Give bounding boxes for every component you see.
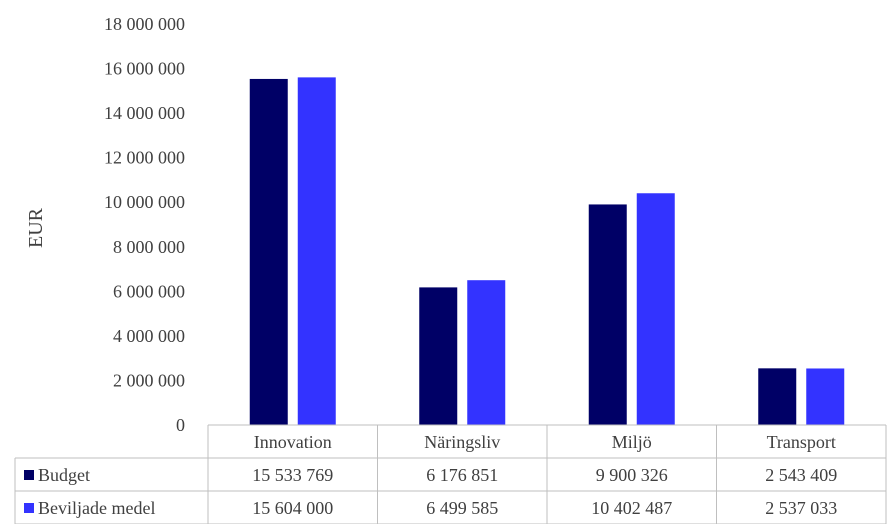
category-label: Innovation [254,432,332,452]
y-tick-label: 14 000 000 [104,103,185,123]
y-tick-label: 10 000 000 [104,192,185,212]
y-tick-label: 2 000 000 [113,370,185,390]
bar-budget [588,204,627,425]
y-tick-label: 4 000 000 [113,326,185,346]
data-label: 15 533 769 [252,465,333,485]
y-tick-label: 18 000 000 [104,14,185,34]
data-label: 2 543 409 [765,465,837,485]
bar-beviljade-medel [297,77,336,425]
bar-budget [419,287,458,425]
bar-beviljade-medel [636,193,675,425]
category-label: Näringsliv [424,432,500,452]
data-label: 15 604 000 [252,498,333,518]
legend-swatch [24,503,34,513]
y-tick-label: 8 000 000 [113,237,185,257]
legend-series-name: Beviljade medel [38,498,155,518]
y-tick-label: 12 000 000 [104,148,185,168]
legend-swatch [24,470,34,480]
category-label: Transport [767,432,836,452]
data-label: 2 537 033 [765,498,837,518]
bar-beviljade-medel [467,280,506,425]
y-tick-label: 6 000 000 [113,281,185,301]
bars [249,77,845,426]
y-axis-ticks: 0 2 000 000 4 000 000 6 000 000 8 000 000 10 … [104,14,185,435]
data-label: 6 176 851 [426,465,498,485]
legend-series-name: Budget [38,465,90,485]
bar-beviljade-medel [806,368,845,425]
bar-budget [249,78,288,426]
category-label: Miljö [612,432,652,452]
data-label: 6 499 585 [426,498,498,518]
data-table: Innovation Näringsliv Miljö Transport Budget… [14,424,887,524]
data-label: 10 402 487 [591,498,672,518]
bar-budget [758,368,797,425]
data-label: 9 900 326 [596,465,668,485]
y-tick-label: 16 000 000 [104,59,185,79]
y-tick-label: 0 [176,415,185,435]
y-axis-title: EUR [25,207,47,248]
